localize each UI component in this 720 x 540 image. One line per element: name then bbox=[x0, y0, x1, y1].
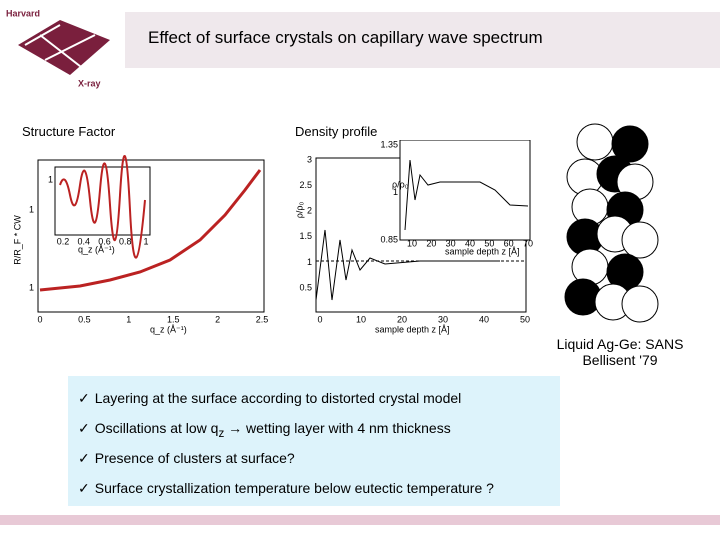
bullet-text: → wetting layer with 4 nm thickness bbox=[224, 420, 451, 436]
bullet: ✓ Layering at the surface according to di… bbox=[78, 390, 461, 407]
tick-label: 0.2 bbox=[57, 236, 70, 246]
logo: Harvard X-ray bbox=[6, 8, 110, 88]
tick-label: 1.5 bbox=[167, 314, 180, 324]
bullet: ✓ Surface crystallization temperature bel… bbox=[78, 480, 494, 497]
inset-frame bbox=[399, 140, 531, 241]
tick-label: 0 bbox=[317, 314, 322, 324]
y-axis-label: ρ/ρ₀ bbox=[294, 202, 304, 219]
caption-line: Bellisent '79 bbox=[582, 352, 658, 368]
tick-label: 0 bbox=[37, 314, 42, 324]
image-caption: Liquid Ag-Ge: SANS Bellisent '79 bbox=[535, 336, 705, 368]
tick-label: 0.4 bbox=[77, 236, 90, 246]
tick-label: 2 bbox=[307, 206, 312, 216]
figure-label: Structure Factor bbox=[22, 124, 116, 139]
check-mark: ✓ bbox=[78, 450, 90, 466]
tick-label: 2.5 bbox=[299, 180, 312, 190]
tick-label: 10 bbox=[407, 238, 417, 248]
tick-label: 0.85 bbox=[380, 234, 398, 244]
tick-label: 10 bbox=[356, 314, 366, 324]
y-axis-label: R/R_F * CW bbox=[12, 215, 22, 265]
tick-label: 2.5 bbox=[256, 314, 269, 324]
bullet-text: Oscillations at low q bbox=[94, 420, 219, 436]
tick-label: 30 bbox=[446, 238, 456, 248]
tick-label: 2 bbox=[215, 314, 220, 324]
tick-label: 3 bbox=[307, 154, 312, 164]
tick-label: 0.5 bbox=[78, 314, 91, 324]
crystal-image bbox=[564, 123, 659, 323]
check-mark: ✓ bbox=[78, 480, 90, 496]
tick-label: 40 bbox=[465, 238, 475, 248]
tick-label: 1 bbox=[307, 257, 312, 267]
tick-label: 0.5 bbox=[299, 282, 312, 292]
logo-top: Harvard bbox=[6, 8, 40, 18]
x-axis-label: sample depth z [Å] bbox=[375, 324, 450, 334]
inset-x-label: q_z (Å⁻¹) bbox=[78, 244, 115, 254]
bullet-box: ✓ Layering at the surface according to di… bbox=[68, 376, 560, 506]
tick-label: 20 bbox=[397, 314, 407, 324]
tick-label: 0.8 bbox=[119, 236, 132, 246]
caption-line: Liquid Ag-Ge: SANS bbox=[556, 336, 684, 352]
x-axis-label: q_z (Å⁻¹) bbox=[150, 324, 187, 334]
tick-label: 1 bbox=[29, 204, 34, 214]
tick-label: 1 bbox=[143, 236, 148, 246]
inset-x-label: sample depth z [Å] bbox=[445, 246, 520, 256]
tick-label: 1 bbox=[48, 174, 53, 184]
plot-frame bbox=[37, 159, 265, 313]
figure-label: Density profile bbox=[295, 124, 378, 139]
tick-label: 1 bbox=[393, 187, 398, 197]
tick-label: 60 bbox=[504, 238, 514, 248]
tick-label: 1 bbox=[29, 282, 34, 292]
logo-bottom: X-ray bbox=[78, 78, 101, 88]
bottom-band bbox=[0, 515, 720, 525]
tick-label: 50 bbox=[484, 238, 494, 248]
tick-label: 30 bbox=[438, 314, 448, 324]
tick-label: 20 bbox=[426, 238, 436, 248]
tick-label: 1.5 bbox=[299, 231, 312, 241]
inset-frame bbox=[54, 166, 151, 236]
bullet-text: Surface crystallization temperature belo… bbox=[94, 480, 494, 496]
logo-lines bbox=[24, 24, 96, 71]
check-mark: ✓ bbox=[78, 420, 90, 436]
tick-label: 1 bbox=[126, 314, 131, 324]
logo-shield bbox=[18, 20, 110, 75]
bullet-text: Presence of clusters at surface? bbox=[94, 450, 295, 466]
tick-label: 40 bbox=[479, 314, 489, 324]
bullet: ✓ Oscillations at low qz → wetting layer … bbox=[78, 420, 451, 440]
slide-title: Effect of surface crystals on capillary … bbox=[148, 28, 543, 47]
fit-curve bbox=[39, 169, 262, 292]
title-band bbox=[125, 12, 720, 68]
bullet-text: Layering at the surface according to dis… bbox=[94, 390, 462, 406]
inset-curve bbox=[404, 159, 529, 231]
tick-label: 50 bbox=[520, 314, 530, 324]
tick-label: 70 bbox=[523, 238, 533, 248]
inset-curve bbox=[59, 155, 146, 259]
bullet-text: z bbox=[218, 426, 225, 440]
bullet: ✓ Presence of clusters at surface? bbox=[78, 450, 295, 467]
check-mark: ✓ bbox=[78, 390, 90, 406]
tick-label: 1.35 bbox=[380, 140, 398, 149]
tick-label: 0.6 bbox=[98, 236, 111, 246]
inset-y-label: ρ/ρ₀ bbox=[392, 179, 409, 189]
plots: 0 0.5 1 1.5 2 2.5 1 1 0.2 0.4 0.6 0.8 1 1 q_z (Å⁻¹) R… bbox=[12, 140, 533, 334]
